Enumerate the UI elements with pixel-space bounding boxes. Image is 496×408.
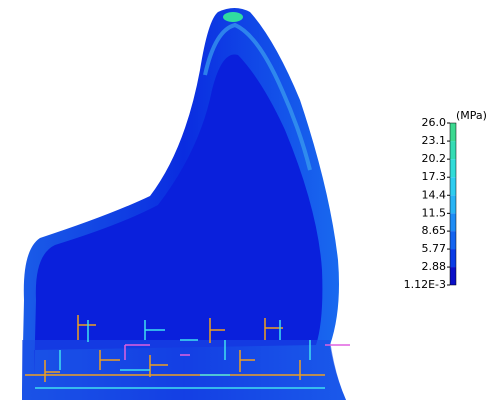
colorbar-tick-label: 23.1 xyxy=(422,134,447,147)
colorbar-tick-label: 2.88 xyxy=(422,260,447,273)
model-lower xyxy=(22,340,346,400)
colorbar-tick-label: 8.65 xyxy=(422,224,447,237)
colorbar-unit: (MPa) xyxy=(456,109,487,122)
colorbar-band xyxy=(450,249,456,267)
model xyxy=(22,8,350,400)
colorbar-tick-label: 26.0 xyxy=(422,116,447,129)
colorbar-tick-label: 11.5 xyxy=(422,206,447,219)
colorbar-band xyxy=(450,177,456,195)
colorbar-band xyxy=(450,123,456,141)
colorbar-band xyxy=(450,141,456,159)
colorbar-tick-label: 17.3 xyxy=(422,170,447,183)
colorbar-band xyxy=(450,213,456,231)
colorbar-band xyxy=(450,159,456,177)
colorbar-band xyxy=(450,267,456,285)
colorbar-band xyxy=(450,231,456,249)
model-tip xyxy=(223,12,243,22)
colorbar-tick-label: 1.12E-3 xyxy=(404,278,446,291)
colorbar: (MPa) 26.0 23.1 20.2 17.3 14.4 11.5 8.65 5.77 2.… xyxy=(404,109,487,291)
colorbar-tick-label: 5.77 xyxy=(422,242,447,255)
colorbar-tick-label: 20.2 xyxy=(422,152,447,165)
colorbar-tick-label: 14.4 xyxy=(422,188,447,201)
colorbar-band xyxy=(450,195,456,213)
